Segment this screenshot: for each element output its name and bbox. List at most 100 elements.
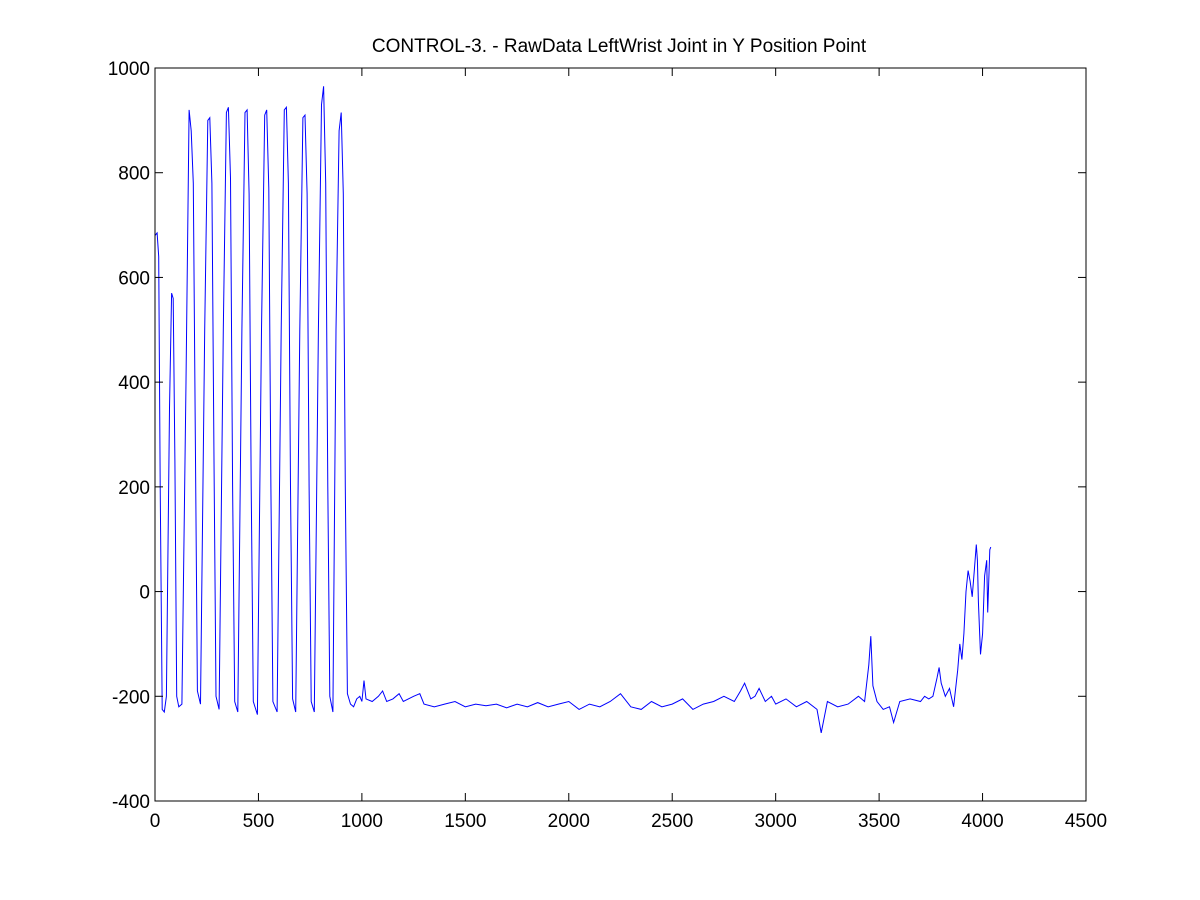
data-point — [986, 560, 987, 561]
data-point — [392, 698, 393, 699]
data-point — [475, 704, 476, 705]
data-point — [734, 701, 735, 702]
data-point — [744, 683, 745, 684]
data-point — [864, 701, 865, 702]
data-point — [893, 722, 894, 723]
data-point — [207, 120, 208, 121]
data-point — [343, 193, 344, 194]
y-tick-label: 200 — [118, 478, 150, 499]
data-point — [339, 130, 340, 131]
data-point — [537, 702, 538, 703]
data-point — [589, 704, 590, 705]
data-point — [264, 115, 265, 116]
data-point — [292, 698, 293, 699]
data-point — [870, 636, 871, 637]
data-point — [171, 293, 172, 294]
data-point — [307, 193, 308, 194]
data-point — [299, 329, 300, 330]
data-point — [910, 698, 911, 699]
data-point — [899, 701, 900, 702]
x-tick-label: 2000 — [548, 811, 590, 832]
data-point — [302, 117, 303, 118]
data-point — [345, 486, 346, 487]
data-point — [223, 329, 224, 330]
data-point — [277, 711, 278, 712]
x-tick-label: 0 — [150, 811, 161, 832]
data-point — [750, 698, 751, 699]
data-point — [759, 688, 760, 689]
data-point — [920, 701, 921, 702]
data-point — [241, 329, 242, 330]
data-point — [178, 706, 179, 707]
data-point — [785, 698, 786, 699]
data-point — [771, 696, 772, 697]
data-point — [197, 690, 198, 691]
data-point — [610, 701, 611, 702]
data-point — [976, 544, 977, 545]
data-point — [661, 706, 662, 707]
data-point — [723, 696, 724, 697]
x-tick-label: 1500 — [444, 811, 486, 832]
y-tick-label: -400 — [112, 792, 150, 813]
data-point — [984, 575, 985, 576]
data-point — [957, 670, 958, 671]
data-point — [356, 698, 357, 699]
y-tick-label: -200 — [112, 687, 150, 708]
data-point — [191, 130, 192, 131]
y-tick-label: 600 — [118, 268, 150, 289]
data-point — [682, 698, 683, 699]
data-point — [237, 711, 238, 712]
plot-area: 0 500 1000 1500 2000 2500 3000 3500 4000 4500-400… — [108, 59, 1107, 832]
data-point — [806, 701, 807, 702]
data-point — [181, 704, 182, 705]
data-point — [195, 434, 196, 435]
data-point — [630, 706, 631, 707]
data-point — [423, 704, 424, 705]
data-point — [928, 698, 929, 699]
x-tick-label: 4500 — [1065, 811, 1107, 832]
data-point — [332, 711, 333, 712]
data-point — [318, 329, 319, 330]
chart-title: CONTROL-3. - RawData LeftWrist Joint in … — [372, 36, 867, 57]
data-point — [215, 696, 216, 697]
axes-frame — [154, 67, 1087, 802]
data-point — [527, 706, 528, 707]
data-point — [329, 696, 330, 697]
data-point — [295, 711, 296, 712]
data-point — [989, 549, 990, 550]
data-point — [419, 693, 420, 694]
data-point — [579, 709, 580, 710]
data-point — [692, 709, 693, 710]
data-point — [261, 329, 262, 330]
data-point — [485, 705, 486, 706]
data-point — [883, 709, 884, 710]
data-point — [290, 486, 291, 487]
data-point — [959, 643, 960, 644]
data-point — [672, 704, 673, 705]
data-point — [257, 714, 258, 715]
data-point — [204, 329, 205, 330]
data-point — [754, 696, 755, 697]
data-point — [363, 680, 364, 681]
data-point — [889, 706, 890, 707]
data-point — [517, 704, 518, 705]
data-point — [936, 677, 937, 678]
y-tick-label: 1000 — [108, 59, 150, 80]
data-point — [288, 183, 289, 184]
x-tick-label: 3500 — [858, 811, 900, 832]
data-point — [941, 683, 942, 684]
data-point — [932, 696, 933, 697]
data-point — [268, 188, 269, 189]
data-point — [321, 104, 322, 105]
data-point — [953, 706, 954, 707]
data-point — [765, 701, 766, 702]
data-point — [990, 547, 991, 548]
data-point — [703, 704, 704, 705]
data-point — [876, 701, 877, 702]
data-point — [454, 701, 455, 702]
data-point — [309, 486, 310, 487]
data-point — [234, 701, 235, 702]
data-point — [548, 706, 549, 707]
data-point — [868, 664, 869, 665]
